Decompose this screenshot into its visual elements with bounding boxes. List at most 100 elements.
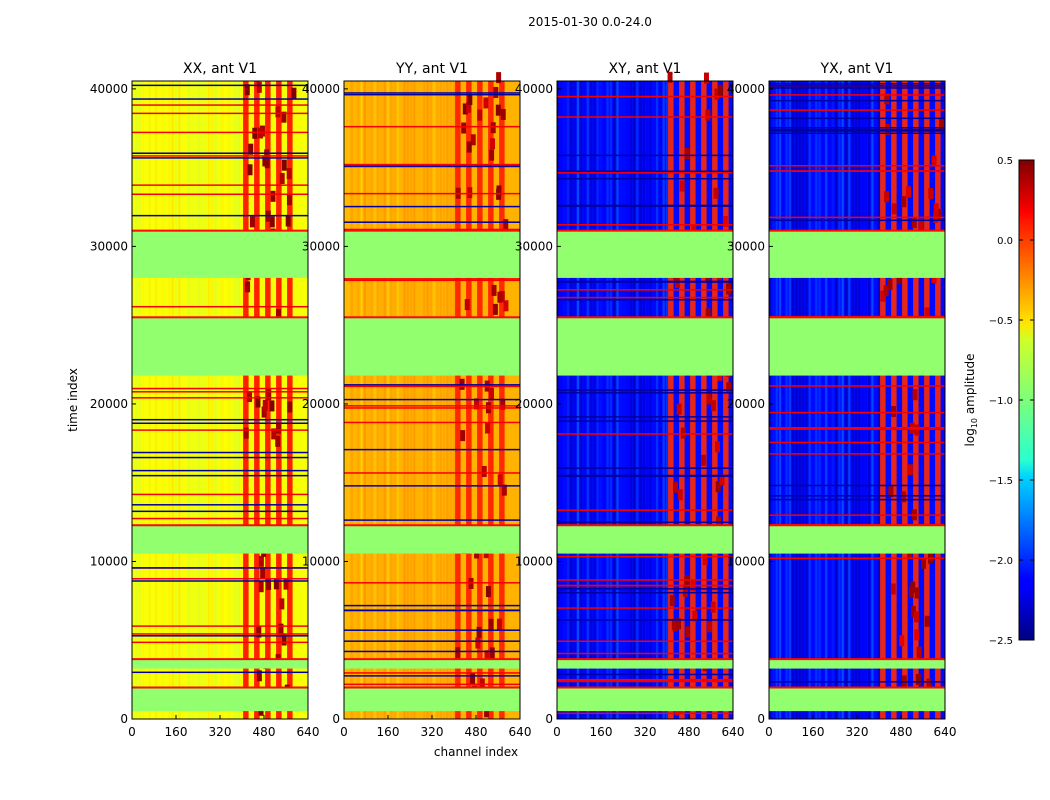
flagged-time-range	[769, 230, 945, 278]
rfi-patch	[705, 308, 711, 320]
y-tick-label: 20000	[515, 397, 553, 411]
time-line	[769, 557, 945, 560]
rfi-patch	[891, 406, 897, 418]
time-line	[344, 519, 520, 521]
y-tick-label: 0	[332, 712, 340, 726]
flagged-time-range	[344, 687, 520, 712]
channel-stripe	[785, 81, 788, 719]
time-line	[557, 678, 733, 681]
rfi-patch	[291, 87, 297, 99]
rfi-patch	[500, 108, 506, 120]
rfi-patch	[684, 576, 690, 588]
rfi-patch	[285, 215, 291, 227]
x-tick-label: 480	[890, 725, 913, 739]
channel-stripe	[188, 81, 191, 719]
time-line	[769, 514, 945, 516]
rfi-patch	[281, 111, 287, 123]
x-tick-label: 0	[765, 725, 773, 739]
rfi-patch	[476, 626, 482, 638]
y-tick-label: 30000	[302, 239, 340, 253]
time-line	[557, 205, 733, 207]
time-line	[132, 131, 308, 134]
x-tick-label: 320	[634, 725, 657, 739]
rfi-patch	[279, 172, 285, 184]
rfi-patch	[266, 389, 272, 401]
rfi-patch	[884, 191, 890, 203]
time-line	[132, 635, 308, 637]
flagged-time-range	[132, 659, 308, 669]
rfi-patch	[283, 578, 289, 590]
time-line	[557, 416, 733, 418]
time-line	[132, 214, 308, 217]
channel-stripe	[858, 81, 861, 719]
channel-stripe	[158, 81, 161, 719]
time-line	[344, 398, 520, 401]
channel-stripe	[596, 81, 599, 719]
rfi-patch	[899, 635, 905, 647]
flag-edge	[344, 229, 520, 232]
flag-edge	[769, 524, 945, 527]
rfi-patch	[496, 185, 502, 197]
panel-xx: XX, ant V1 0 160 320 480 640 0 10000 20000 3000…	[90, 61, 320, 739]
rfi-patch	[901, 491, 907, 503]
time-line	[344, 228, 520, 231]
time-line	[132, 429, 308, 431]
time-line	[344, 609, 520, 612]
rfi-patch	[912, 389, 918, 401]
channel-stripe	[141, 81, 145, 719]
heatmap-xy	[557, 71, 733, 719]
time-line	[769, 94, 945, 96]
y-tick-label: 40000	[302, 82, 340, 96]
colorbar-tick-label: 0.5	[997, 156, 1013, 167]
rfi-patch	[255, 396, 261, 408]
rfi-patch	[481, 465, 487, 477]
rfi-patch	[939, 118, 945, 130]
time-line	[344, 165, 520, 168]
x-tick-label: 0	[128, 725, 136, 739]
time-line	[769, 453, 945, 455]
y-tick-label: 30000	[727, 239, 765, 253]
channel-stripe	[580, 81, 583, 719]
heatmap-xx	[132, 81, 308, 719]
channel-stripe	[570, 81, 573, 719]
time-line	[132, 567, 308, 569]
time-line	[132, 469, 308, 472]
rfi-patch	[260, 567, 266, 579]
channel-stripe	[576, 81, 579, 719]
time-line	[132, 451, 308, 454]
y-tick-label: 40000	[727, 82, 765, 96]
xticks-yx: 0 160 320 480 640	[765, 715, 956, 739]
channel-stripe	[224, 81, 227, 719]
rfi-patch	[248, 143, 254, 155]
channel-stripe	[825, 81, 828, 719]
time-line	[769, 216, 945, 219]
time-line	[557, 172, 733, 174]
rfi-patch	[256, 626, 262, 638]
channel-stripe	[207, 81, 211, 719]
rfi-patch	[901, 675, 907, 687]
channel-stripe	[184, 81, 187, 719]
panel-title-yx: YX, ant V1	[820, 61, 894, 77]
time-line	[557, 712, 733, 715]
rfi-patch	[910, 581, 916, 593]
channel-stripe	[198, 81, 201, 719]
flagged-time-range	[132, 230, 308, 278]
channel-stripe	[583, 81, 586, 719]
flagged-time-range	[557, 659, 733, 669]
rfi-patch	[680, 427, 686, 439]
colorbar-label: log10 amplitude	[963, 354, 979, 447]
channel-stripe	[632, 81, 636, 719]
time-line	[769, 164, 945, 167]
rfi-patch	[497, 291, 503, 303]
rfi-patch	[704, 72, 709, 84]
colorbar-tick-label: −2.0	[989, 556, 1013, 567]
time-line	[344, 421, 520, 424]
channel-stripe	[775, 81, 778, 719]
channel-stripe	[877, 81, 881, 719]
channel-stripe	[563, 81, 566, 719]
x-tick-label: 320	[421, 725, 444, 739]
rfi-patch	[918, 218, 924, 230]
time-line	[769, 83, 945, 85]
panel-yx: YX, ant V1 0 160 320 480 640 0 10000 20000 3000…	[727, 61, 957, 739]
time-line	[557, 95, 733, 98]
